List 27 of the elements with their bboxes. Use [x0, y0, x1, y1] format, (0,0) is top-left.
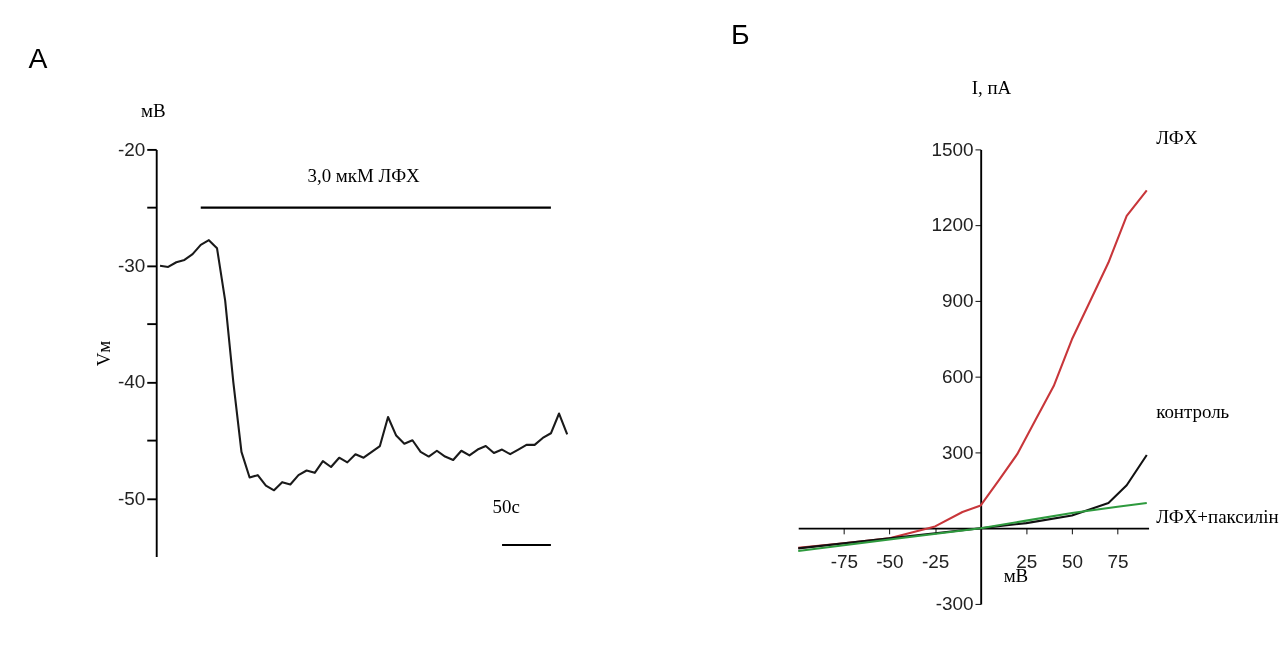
y-axis-title: I, пА: [971, 77, 1012, 99]
y-tick-label: 300: [942, 441, 974, 463]
y-tick-label: -40: [117, 371, 146, 393]
y-tick-label: 1500: [931, 138, 974, 160]
line-series: [797, 501, 1148, 552]
y-axis-title: Vм: [93, 340, 115, 367]
y-tick-label: 900: [942, 290, 974, 312]
text: мВ: [141, 100, 166, 122]
series-label: ЛФХ+паксилін: [1156, 505, 1279, 527]
x-tick-label: -25: [921, 551, 950, 573]
text: ЛФХ: [1156, 126, 1198, 148]
chart-title: А: [28, 41, 48, 74]
y-tick-label: 1200: [931, 214, 974, 236]
series-label: контроль: [1156, 401, 1230, 423]
x-tick-label: 75: [1107, 551, 1129, 573]
y-tick-label: -50: [117, 487, 146, 509]
x-tick-label: 50: [1061, 551, 1083, 573]
y-tick-label: -20: [117, 138, 146, 160]
line-series: [158, 239, 569, 492]
annotation: 50c: [492, 496, 520, 518]
x-tick-label: -75: [830, 551, 859, 573]
y-tick-label: -30: [117, 254, 146, 276]
annotation: 3,0 мкМ ЛФХ: [307, 164, 421, 186]
y-tick-label: -300: [935, 593, 974, 615]
chart-title: Б: [730, 18, 750, 51]
y-tick-label: 600: [942, 365, 974, 387]
x-tick-label: -50: [876, 551, 904, 573]
